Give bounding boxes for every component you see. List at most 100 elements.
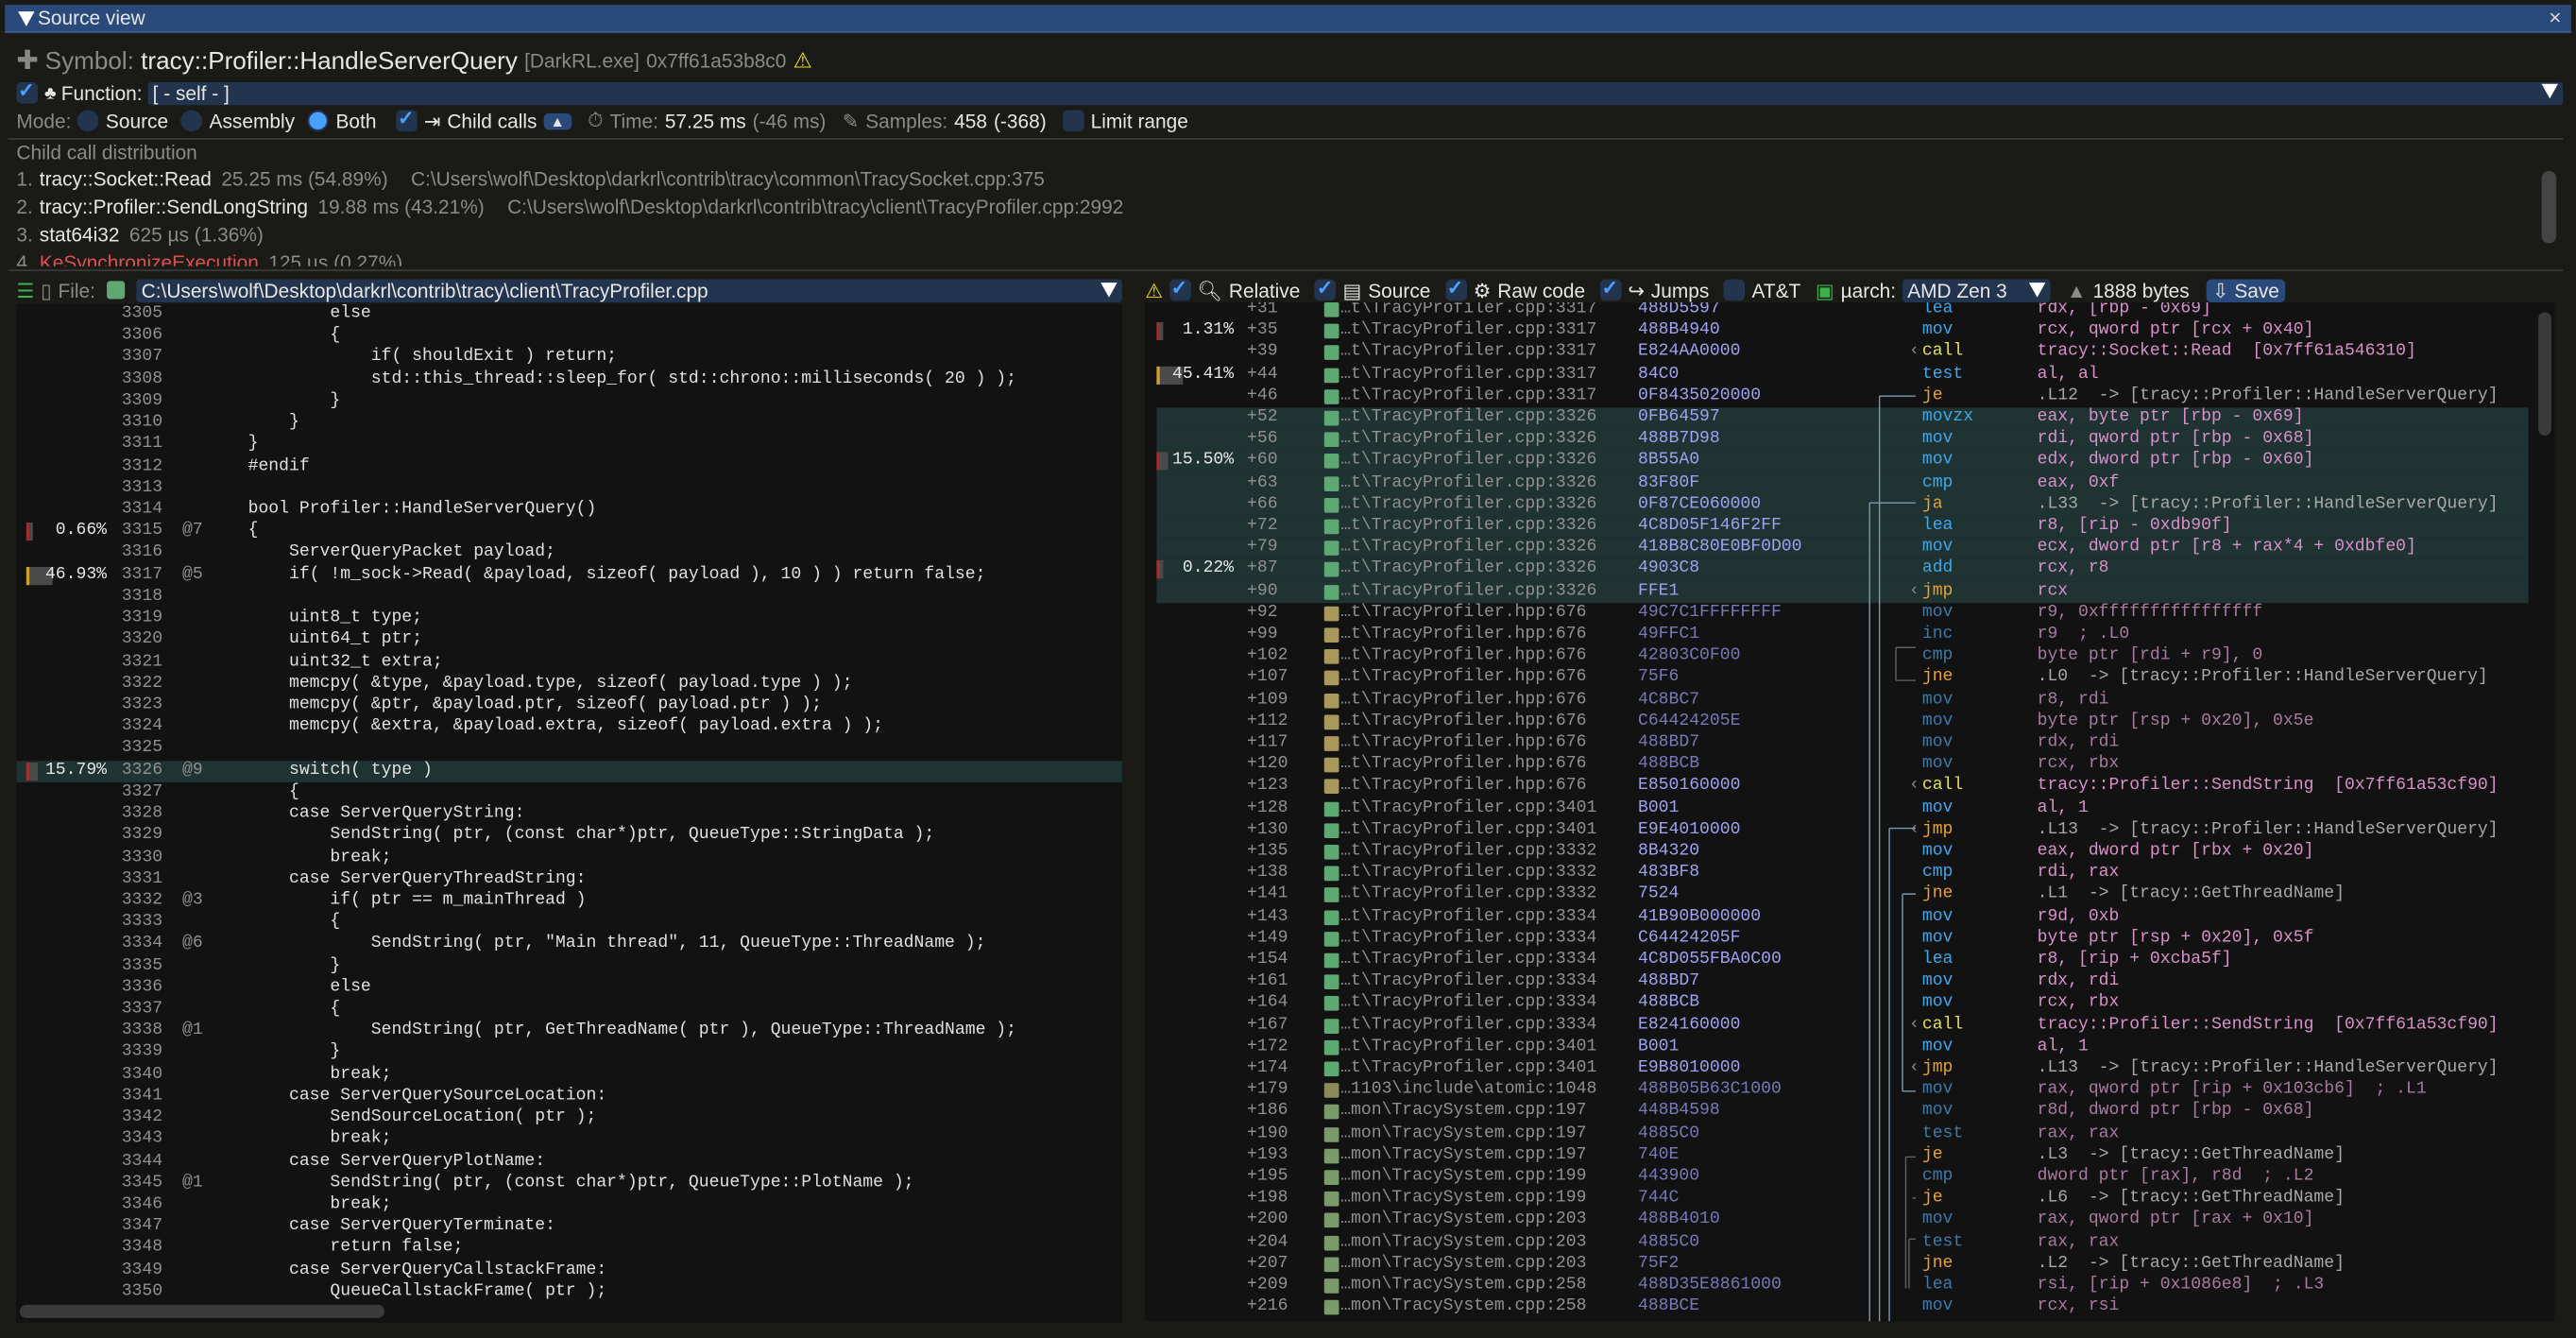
source-line[interactable]: 3338 @1 SendString( ptr, GetThreadName( p… (16, 1021, 1121, 1042)
source-line[interactable]: 3332 @3 if( ptr == m_mainThread ) (16, 891, 1121, 913)
source-horizontal-scrollbar[interactable] (19, 1304, 384, 1318)
asm-row[interactable]: +204 …mon\TracySystem.cpp:203 4885C0 test ra… (1156, 1232, 2528, 1254)
source-line[interactable]: 3341 case ServerQuerySourceLocation: (16, 1086, 1121, 1107)
mode-both-radio[interactable] (307, 110, 330, 132)
asm-row[interactable]: 1.31% +35 …t\TracyProfiler.cpp:3317 488B494… (1156, 320, 2528, 342)
jumps-checkbox[interactable] (1599, 276, 1622, 301)
limit-range-checkbox[interactable] (1063, 110, 1084, 132)
child-call-item[interactable]: 4. KeSynchronizeExecution 125 µs (0.27%) (16, 249, 2563, 266)
source-label[interactable]: Source (1368, 278, 1431, 302)
asm-row[interactable]: +207 …mon\TracySystem.cpp:203 75F2 jne .L2 -… (1156, 1254, 2528, 1276)
asm-row[interactable]: +112 …t\TracyProfiler.hpp:676 C64424205E mo… (1156, 712, 2528, 733)
source-line[interactable]: 3346 break; (16, 1194, 1121, 1216)
source-line[interactable]: 3333 { (16, 913, 1121, 935)
asm-row[interactable]: +161 …t\TracyProfiler.cpp:3334 488BD7 mov rd… (1156, 971, 2528, 993)
asm-row[interactable]: +120 …t\TracyProfiler.hpp:676 488BCB mov rcx… (1156, 755, 2528, 777)
function-checkbox[interactable] (16, 78, 39, 104)
asm-row[interactable]: +102 …t\TracyProfiler.hpp:676 42803C0F00 cm… (1156, 646, 2528, 668)
source-line[interactable]: 3325 (16, 739, 1121, 761)
child-call-item[interactable]: 3. stat64i32 625 µs (1.36%) (16, 222, 2563, 249)
window-titlebar[interactable]: Source view × (5, 5, 2571, 33)
source-line[interactable]: 3324 memcpy( &extra, &payload.extra, siz… (16, 717, 1121, 739)
symbol-address[interactable]: 0x7ff61a53b8c0 (646, 49, 787, 73)
source-line[interactable]: 3305 else (16, 304, 1121, 326)
child-calls-toggle-button[interactable]: ▲ (543, 112, 571, 129)
source-line[interactable]: 3328 case ServerQueryString: (16, 804, 1121, 826)
asm-row[interactable]: +190 …mon\TracySystem.cpp:197 4885C0 test ra… (1156, 1124, 2528, 1145)
asm-row[interactable]: +52 …t\TracyProfiler.cpp:3326 0FB64597 movz… (1156, 407, 2529, 430)
source-line[interactable]: 3306 { (16, 326, 1121, 348)
child-call-name[interactable]: tracy::Socket::Read (39, 167, 212, 191)
source-line[interactable]: 3349 case ServerQueryCallstackFrame: (16, 1260, 1121, 1281)
source-line[interactable]: 46.93% 3317 @5 if( !m_sock->Read( &payload… (16, 565, 1121, 587)
att-label[interactable]: AT&T (1751, 278, 1801, 302)
child-call-item[interactable]: 1. tracy::Socket::Read 25.25 ms (54.89%) C:… (16, 166, 2563, 193)
asm-row[interactable]: +216 …mon\TracySystem.cpp:258 488BCE mov rcx… (1156, 1297, 2528, 1319)
asm-row[interactable]: +72 …t\TracyProfiler.cpp:3326 4C8D05F146F2… (1156, 516, 2529, 539)
raw-code-checkbox[interactable] (1445, 276, 1467, 301)
asm-row[interactable]: +200 …mon\TracySystem.cpp:203 488B4010 mov r… (1156, 1210, 2528, 1232)
asm-row[interactable]: 15.50% +60 …t\TracyProfiler.cpp:3326 8B55A0… (1156, 451, 2529, 473)
asm-row[interactable]: +138 …t\TracyProfiler.cpp:3332 483BF8 cmp rd… (1156, 863, 2528, 884)
source-line[interactable]: 3336 else (16, 977, 1121, 999)
asm-row[interactable]: +107 …t\TracyProfiler.hpp:676 75F6 jne .L0 -… (1156, 668, 2528, 690)
asm-row[interactable]: 0.22% +87 …t\TracyProfiler.cpp:3326 4903C8 a… (1156, 559, 2529, 581)
child-call-name[interactable]: tracy::Profiler::SendLongString (39, 195, 308, 219)
source-line[interactable]: 3316 ServerQueryPacket payload; (16, 543, 1121, 565)
source-checkbox[interactable] (1314, 276, 1337, 301)
source-line[interactable]: 3330 break; (16, 848, 1121, 869)
relative-checkbox[interactable] (1169, 276, 1191, 301)
source-line[interactable]: 3319 uint8_t type; (16, 609, 1121, 630)
asm-row[interactable]: +143 …t\TracyProfiler.cpp:3334 41B90B00000… (1156, 906, 2528, 928)
asm-row[interactable]: +109 …t\TracyProfiler.hpp:676 4C8BC7 mov r8,… (1156, 690, 2528, 712)
asm-row[interactable]: +92 …t\TracyProfiler.hpp:676 49C7C1FFFFFFF… (1156, 603, 2528, 625)
asm-row[interactable]: +39 …t\TracyProfiler.cpp:3317 E824AA0000 ‹ c… (1156, 342, 2528, 364)
mode-assembly-radio[interactable] (180, 110, 203, 132)
asm-row[interactable]: +149 …t\TracyProfiler.cpp:3334 C64424205F m… (1156, 928, 2528, 950)
child-call-item[interactable]: 2. tracy::Profiler::SendLongString 19.88 m… (16, 194, 2563, 220)
source-line[interactable]: 3321 uint32_t extra; (16, 652, 1121, 674)
child-dist-scrollbar[interactable] (2541, 170, 2557, 244)
asm-row[interactable]: +164 …t\TracyProfiler.cpp:3334 488BCB mov rc… (1156, 993, 2528, 1015)
source-line[interactable]: 3322 memcpy( &type, &payload.type, sizeo… (16, 674, 1121, 695)
child-call-name[interactable]: stat64i32 (39, 223, 120, 247)
source-line[interactable]: 3340 break; (16, 1064, 1121, 1086)
source-code-panel[interactable]: 3305 else 3306 {3307 if( shouldExit ) ret… (16, 303, 1122, 1324)
asm-row[interactable]: +99 …t\TracyProfiler.hpp:676 49FFC1 inc r9 ;… (1156, 625, 2528, 646)
asm-row[interactable]: +63 …t\TracyProfiler.cpp:3326 83F80F cmp eax… (1156, 472, 2529, 495)
warning-icon[interactable]: ⚠ (1145, 278, 1163, 302)
source-line[interactable]: 3327 { (16, 782, 1121, 804)
save-button[interactable]: ⇩ Save (2206, 278, 2286, 302)
asm-row[interactable]: +135 …t\TracyProfiler.cpp:3332 8B4320 mov ea… (1156, 841, 2528, 863)
asm-row[interactable]: +209 …mon\TracySystem.cpp:258 488D35E88610… (1156, 1276, 2528, 1297)
source-line[interactable]: 3329 SendString( ptr, (const char*)ptr, … (16, 826, 1121, 848)
source-line[interactable]: 3310 } (16, 413, 1121, 435)
source-line[interactable]: 3323 memcpy( &ptr, &payload.ptr, sizeof(… (16, 695, 1121, 717)
source-line[interactable]: 3308 std::this_thread::sleep_for( std::c… (16, 369, 1121, 391)
source-line[interactable]: 3311} (16, 435, 1121, 456)
att-checkbox[interactable] (1723, 279, 1746, 301)
mode-source-label[interactable]: Source (105, 109, 169, 133)
relative-label[interactable]: Relative (1228, 278, 1301, 302)
collapse-triangle-icon[interactable] (18, 11, 35, 26)
asm-row[interactable]: +123 …t\TracyProfiler.hpp:676 E850160000 ‹ c… (1156, 777, 2528, 798)
asm-row[interactable]: +141 …t\TracyProfiler.cpp:3332 7524 jne .L1 … (1156, 884, 2528, 906)
source-line[interactable]: 3347 case ServerQueryTerminate: (16, 1216, 1121, 1238)
asm-row[interactable]: +31 …t\TracyProfiler.cpp:3317 488D5597 lea r… (1156, 302, 2528, 320)
asm-row[interactable]: +179 …1103\include\atomic:1048 488B05B63C1… (1156, 1080, 2528, 1102)
asm-row[interactable]: +186 …mon\TracySystem.cpp:197 448B4598 mov r… (1156, 1102, 2528, 1124)
source-line[interactable]: 3345 @1 SendString( ptr, (const char*)ptr… (16, 1173, 1121, 1194)
asm-row[interactable]: +172 …t\TracyProfiler.cpp:3401 B001 mov al, … (1156, 1037, 2528, 1058)
child-call-file[interactable]: C:\Users\wolf\Desktop\darkrl\contrib\tra… (411, 167, 1045, 191)
source-line[interactable]: 3313 (16, 478, 1121, 500)
asm-row[interactable]: +79 …t\TracyProfiler.cpp:3326 418B8C80E0BF… (1156, 538, 2529, 559)
mode-assembly-label[interactable]: Assembly (209, 109, 296, 133)
source-line[interactable]: 3331 case ServerQueryThreadString: (16, 869, 1121, 891)
child-call-file[interactable]: C:\Users\wolf\Desktop\darkrl\contrib\tra… (507, 195, 1124, 219)
warning-icon[interactable]: ⚠ (793, 47, 812, 73)
asm-row[interactable]: +195 …mon\TracySystem.cpp:199 443900 cmp dwo… (1156, 1167, 2528, 1189)
file-select[interactable]: C:\Users\wolf\Desktop\darkrl\contrib\tra… (136, 278, 1122, 302)
source-line[interactable]: 3318 (16, 587, 1121, 609)
raw-code-label[interactable]: Raw code (1497, 278, 1586, 302)
source-line[interactable]: 3320 uint64_t ptr; (16, 630, 1121, 652)
